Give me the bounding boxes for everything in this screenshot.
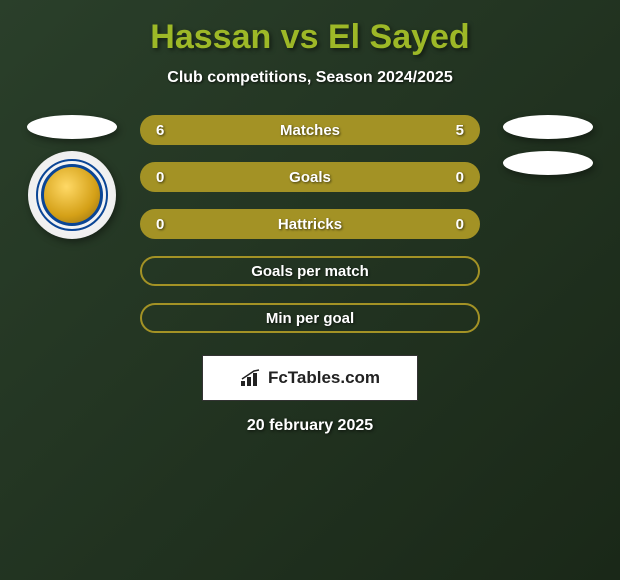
stat-left-value: 6 xyxy=(156,122,176,139)
chart-icon xyxy=(240,369,262,387)
right-team-column xyxy=(498,115,598,175)
brand-text: FcTables.com xyxy=(268,368,380,388)
player-placeholder-left xyxy=(27,115,117,139)
left-team-column xyxy=(22,115,122,239)
team-logo-left xyxy=(28,151,116,239)
stat-row-matches: 6 Matches 5 xyxy=(140,115,480,145)
stat-row-min-per-goal: Min per goal xyxy=(140,303,480,333)
team-logo-inner-icon xyxy=(41,164,103,226)
stat-row-hattricks: 0 Hattricks 0 xyxy=(140,209,480,239)
stat-label: Hattricks xyxy=(278,216,342,233)
stat-row-goals-per-match: Goals per match xyxy=(140,256,480,286)
date-text: 20 february 2025 xyxy=(247,417,373,435)
comparison-title: Hassan vs El Sayed xyxy=(150,18,469,57)
comparison-subtitle: Club competitions, Season 2024/2025 xyxy=(167,69,452,87)
brand-box[interactable]: FcTables.com xyxy=(202,355,418,401)
player-placeholder-right-1 xyxy=(503,115,593,139)
stat-label: Goals per match xyxy=(251,263,369,280)
stat-right-value: 5 xyxy=(444,122,464,139)
stat-left-value: 0 xyxy=(156,169,176,186)
stat-label: Matches xyxy=(280,122,340,139)
stat-right-value: 0 xyxy=(444,216,464,233)
comparison-area: 6 Matches 5 0 Goals 0 0 Hattricks 0 Goal… xyxy=(0,115,620,333)
stat-label: Min per goal xyxy=(266,310,354,327)
stat-row-goals: 0 Goals 0 xyxy=(140,162,480,192)
player-placeholder-right-2 xyxy=(503,151,593,175)
stat-label: Goals xyxy=(289,169,331,186)
stat-left-value: 0 xyxy=(156,216,176,233)
stat-right-value: 0 xyxy=(444,169,464,186)
stats-column: 6 Matches 5 0 Goals 0 0 Hattricks 0 Goal… xyxy=(140,115,480,333)
